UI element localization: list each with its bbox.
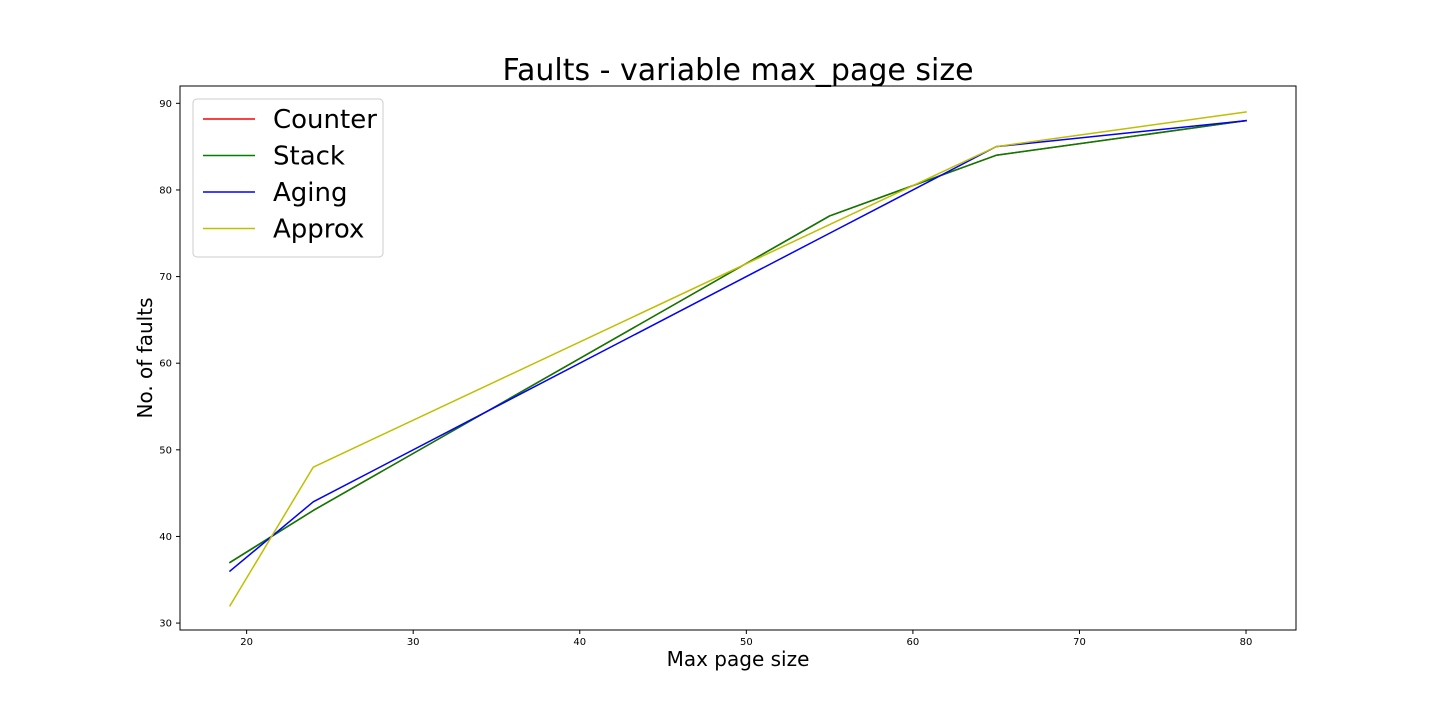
- x-tick-label-80: 80: [1240, 637, 1253, 648]
- legend: Counter Stack Aging Approx: [192, 98, 384, 258]
- series-line-approx: [228, 111, 1247, 607]
- plot-frame: [179, 85, 1297, 631]
- y-tick-label-50: 50: [159, 445, 172, 456]
- legend-box: [192, 98, 384, 258]
- x-tick-label-30: 30: [407, 637, 420, 648]
- y-tick-label-80: 80: [159, 185, 172, 196]
- legend-label-approx: Approx: [273, 215, 364, 245]
- x-tick-label-40: 40: [573, 637, 586, 648]
- x-tick-label-60: 60: [907, 637, 920, 648]
- chart-title: Faults - variable max_page size: [502, 53, 973, 88]
- legend-label-counter: Counter: [273, 105, 377, 135]
- x-tick-label-20: 20: [240, 637, 253, 648]
- y-tick-label-60: 60: [159, 359, 172, 370]
- x-tick-label-50: 50: [740, 637, 753, 648]
- series-line-stack: [228, 119, 1247, 564]
- y-tick-label-70: 70: [159, 272, 172, 283]
- plot-area: 20 30 40 50 60 70 80 30 40 50 60 70 80 90: [159, 85, 1297, 648]
- x-tick-label-70: 70: [1073, 637, 1086, 648]
- series-line-aging: [228, 119, 1247, 573]
- legend-label-aging: Aging: [273, 178, 348, 208]
- legend-label-stack: Stack: [273, 142, 345, 172]
- y-tick-label-90: 90: [159, 99, 172, 110]
- y-tick-label-30: 30: [159, 619, 172, 630]
- x-axis-label: Max page size: [667, 647, 810, 671]
- y-axis-label: No. of faults: [133, 298, 157, 419]
- y-tick-label-40: 40: [159, 532, 172, 543]
